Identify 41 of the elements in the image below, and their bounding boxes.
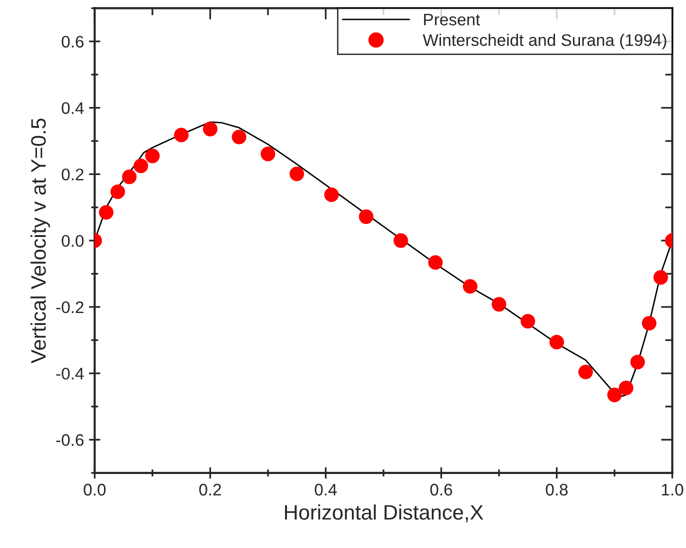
point xyxy=(232,130,246,144)
point xyxy=(202,122,218,136)
point xyxy=(98,205,114,220)
point xyxy=(578,364,593,380)
y-tick-label: 0.6 xyxy=(62,36,84,48)
legend-label: Winterscheidt and Surana (1994) xyxy=(422,34,666,50)
point xyxy=(607,388,622,402)
point xyxy=(122,170,137,184)
y-axis-title: Vertical Velocity v at Y=0.5 xyxy=(30,118,50,364)
point xyxy=(290,166,304,182)
x-tick-label: 0.6 xyxy=(430,484,452,496)
point xyxy=(394,233,408,248)
legend-label: Present xyxy=(424,14,480,26)
point xyxy=(324,187,339,202)
y-tick-label: 0.4 xyxy=(62,102,84,114)
point xyxy=(492,297,506,312)
y-tick-label: -0.6 xyxy=(56,434,84,446)
point xyxy=(145,148,160,164)
x-tick-label: 0.4 xyxy=(314,484,337,496)
y-tick-label: 0.2 xyxy=(62,168,84,180)
x-tick-label: 1.0 xyxy=(662,484,684,496)
point xyxy=(549,334,564,350)
point xyxy=(642,316,656,331)
point xyxy=(358,209,374,224)
x-tick-label: 0.0 xyxy=(84,484,106,496)
y-tick-label: -0.4 xyxy=(56,368,84,380)
point xyxy=(174,128,189,142)
point xyxy=(630,354,645,370)
point xyxy=(462,279,478,294)
point xyxy=(134,158,148,174)
point xyxy=(520,314,536,329)
x-axis-title: Horizontal Distance,X xyxy=(285,504,484,522)
x-tick-label: 0.8 xyxy=(546,484,568,496)
point xyxy=(618,380,634,396)
point xyxy=(110,184,126,200)
x-tick-label: 0.2 xyxy=(199,484,221,496)
point xyxy=(260,146,276,162)
y-tick-label: -0.2 xyxy=(56,301,84,314)
point xyxy=(653,270,668,285)
point xyxy=(428,255,443,270)
y-tick-label: 0.0 xyxy=(62,234,84,247)
